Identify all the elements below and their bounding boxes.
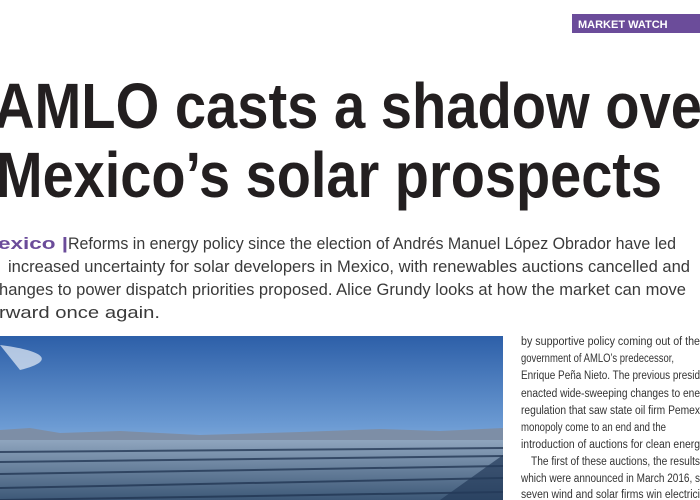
body-line: government of AMLO’s predecessor, <box>521 353 674 365</box>
solar-photo <box>0 336 504 500</box>
title-line: Mexico’s solar prospects <box>0 139 662 211</box>
title-line: AMLO casts a shadow ove <box>0 70 700 142</box>
standfirst-lead: exico | <box>0 234 68 253</box>
body-line: The first of these auctions, the results <box>531 456 700 468</box>
section-tag-bg <box>572 14 700 33</box>
body-line: enacted wide-sweeping changes to ene <box>521 388 700 400</box>
body-line: regulation that saw state oil firm Pemex <box>521 405 700 417</box>
body-line: by supportive policy coming out of the <box>521 336 700 348</box>
body-line: seven wind and solar firms win electrici <box>521 489 700 500</box>
standfirst-line: increased uncertainty for solar develope… <box>8 257 690 276</box>
standfirst-line: rward once again. <box>0 303 160 322</box>
standfirst-line: hanges to power dispatch priorities prop… <box>0 280 686 299</box>
body-line: which were announced in March 2016, s <box>520 473 700 485</box>
body-column: by supportive policy coming out of the go… <box>520 336 700 500</box>
body-line: monopoly come to an end and the <box>521 422 666 434</box>
body-line: Enrique Peña Nieto. The previous presid <box>521 370 700 382</box>
standfirst-line: Reforms in energy policy since the elect… <box>68 234 676 253</box>
body-line: introduction of auctions for clean energ <box>521 439 700 451</box>
section-tag: MARKET WATCH <box>578 19 668 31</box>
